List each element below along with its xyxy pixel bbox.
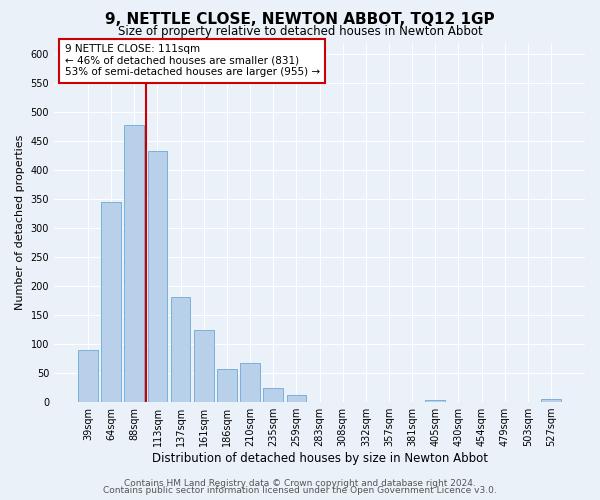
Text: Contains HM Land Registry data © Crown copyright and database right 2024.: Contains HM Land Registry data © Crown c… — [124, 478, 476, 488]
Y-axis label: Number of detached properties: Number of detached properties — [15, 134, 25, 310]
Bar — [240, 363, 260, 402]
Text: Contains public sector information licensed under the Open Government Licence v3: Contains public sector information licen… — [103, 486, 497, 495]
Bar — [101, 202, 121, 402]
Bar — [148, 151, 167, 402]
Bar — [217, 369, 237, 402]
Bar — [425, 400, 445, 402]
Bar — [171, 296, 190, 402]
Text: 9, NETTLE CLOSE, NEWTON ABBOT, TQ12 1GP: 9, NETTLE CLOSE, NEWTON ABBOT, TQ12 1GP — [105, 12, 495, 28]
Bar — [541, 399, 561, 402]
Bar — [124, 125, 144, 402]
X-axis label: Distribution of detached houses by size in Newton Abbot: Distribution of detached houses by size … — [152, 452, 488, 465]
Bar — [194, 330, 214, 402]
Text: 9 NETTLE CLOSE: 111sqm
← 46% of detached houses are smaller (831)
53% of semi-de: 9 NETTLE CLOSE: 111sqm ← 46% of detached… — [65, 44, 320, 78]
Bar — [78, 350, 98, 402]
Bar — [263, 388, 283, 402]
Bar — [287, 394, 306, 402]
Text: Size of property relative to detached houses in Newton Abbot: Size of property relative to detached ho… — [118, 25, 482, 38]
